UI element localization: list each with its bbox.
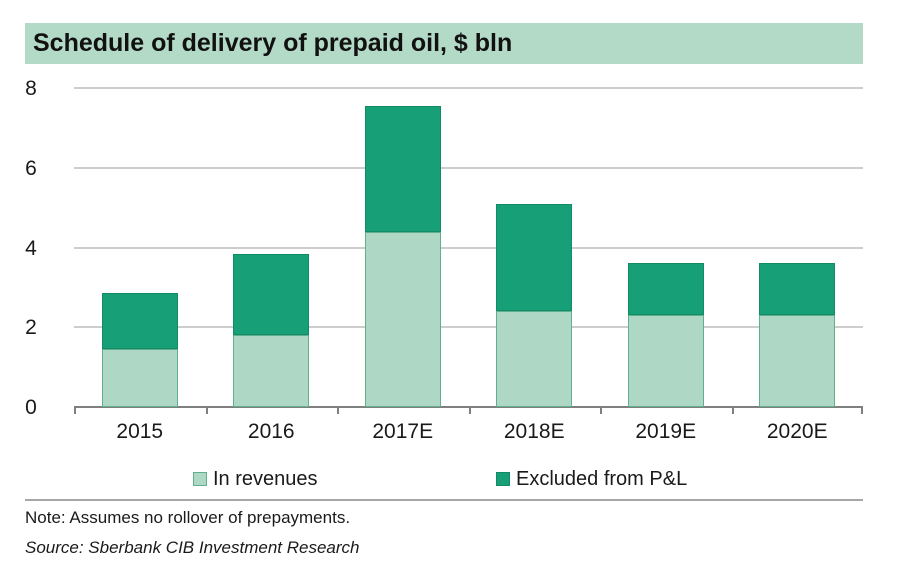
footer-separator	[25, 499, 863, 501]
axis-tick	[600, 407, 602, 414]
axis-tick	[469, 407, 471, 414]
gridline	[74, 246, 863, 249]
bar-segment-2019E-in-revenues	[627, 315, 704, 407]
bar-segment-2015-in-revenues	[101, 349, 178, 407]
x-tick-label: 2019E	[635, 420, 697, 443]
bar-segment-2016-in-revenues	[233, 335, 310, 407]
legend-item: In revenues	[193, 467, 318, 491]
bar-segment-2017E-in-revenues	[364, 231, 441, 407]
bar-segment-2020E-in-revenues	[759, 315, 836, 407]
gridline	[74, 87, 863, 89]
legend-item: Excluded from P&L	[496, 467, 687, 491]
y-tick-label: 2	[25, 316, 37, 340]
legend-label: Excluded from P&L	[516, 467, 688, 490]
x-tick-label: 2018E	[503, 420, 565, 443]
axis-tick	[861, 407, 863, 414]
chart-title: Schedule of delivery of prepaid oil, $ b…	[33, 29, 513, 57]
y-tick-label: 4	[25, 236, 37, 260]
chart-title-banner: Schedule of delivery of prepaid oil, $ b…	[25, 23, 863, 64]
axis-tick	[337, 407, 339, 414]
gridline	[74, 166, 863, 169]
axis-tick	[732, 407, 734, 414]
legend: In revenues Excluded from P&L	[0, 467, 900, 491]
note-text: Note: Assumes no rollover of prepayments…	[25, 508, 351, 527]
x-tick-label: 2020E	[766, 420, 828, 443]
bar-segment-2018E-in-revenues	[496, 311, 573, 407]
x-axis-line	[74, 406, 863, 408]
source-text: Source: Sberbank CIB Investment Research	[25, 538, 360, 557]
x-tick-label: 2016	[247, 420, 295, 443]
axis-tick	[74, 407, 76, 414]
gridline	[74, 326, 863, 329]
y-tick-label: 8	[25, 77, 37, 100]
legend-swatch-icon	[496, 472, 510, 486]
bar-segment-2019E-excluded-from-pl	[627, 263, 704, 316]
legend-swatch-icon	[193, 472, 207, 486]
y-tick-label: 6	[25, 156, 37, 180]
bar-segment-2018E-excluded-from-pl	[496, 203, 573, 312]
bar-segment-2017E-excluded-from-pl	[364, 105, 441, 232]
y-tick-label: 0	[25, 396, 37, 419]
x-tick-label: 2017E	[372, 420, 434, 443]
bar-segment-2015-excluded-from-pl	[101, 293, 178, 350]
x-tick-label: 2015	[116, 420, 164, 443]
axis-tick	[206, 407, 208, 414]
bar-segment-2016-excluded-from-pl	[233, 253, 310, 336]
legend-label: In revenues	[213, 467, 318, 490]
plot-area	[74, 87, 863, 414]
bar-segment-2020E-excluded-from-pl	[759, 263, 836, 316]
